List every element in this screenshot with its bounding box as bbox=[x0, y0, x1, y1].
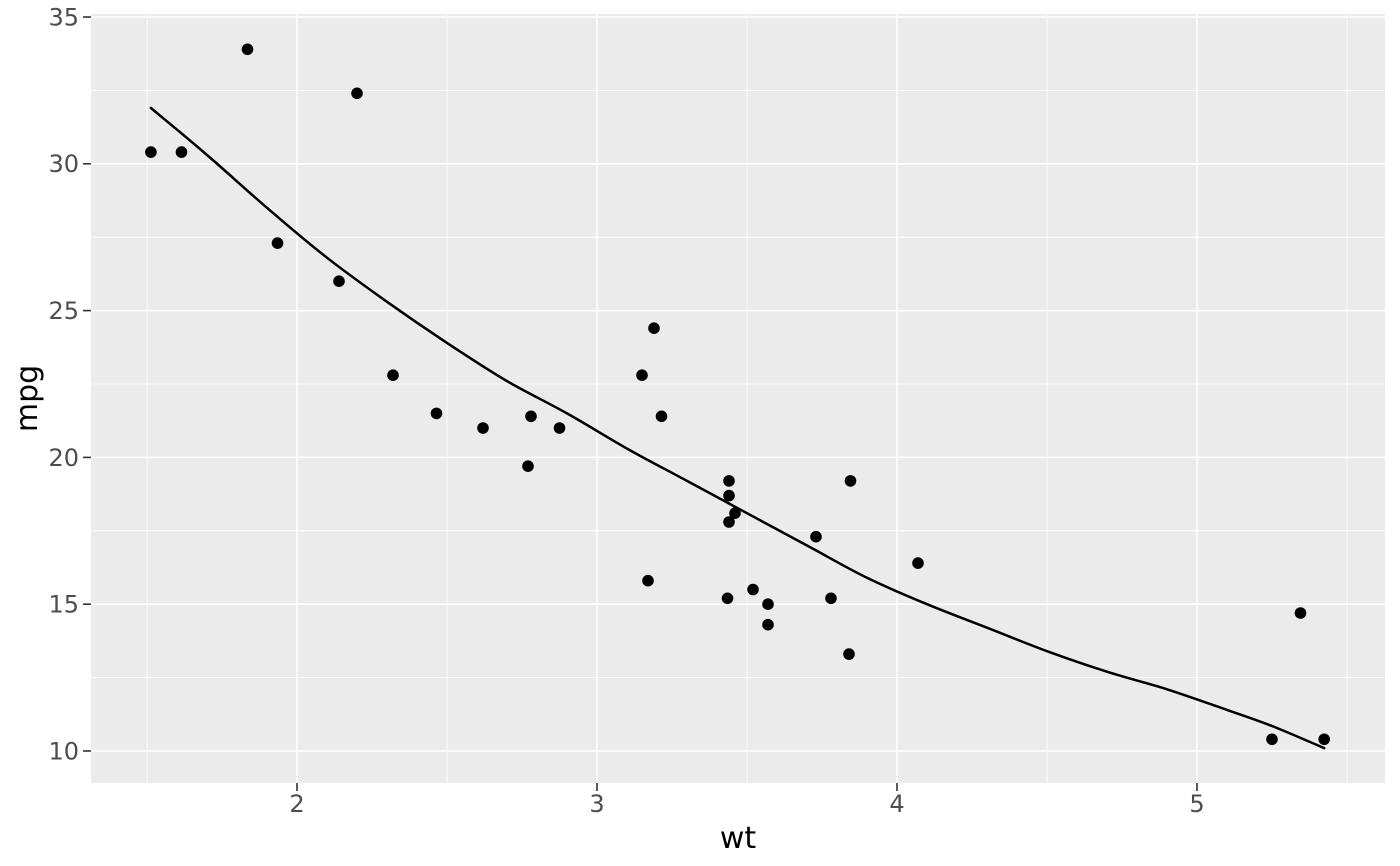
data-point bbox=[648, 322, 660, 335]
y-tick-label: 10 bbox=[48, 737, 79, 765]
data-point bbox=[843, 648, 855, 660]
axis-tick-marks bbox=[83, 16, 1198, 791]
axis-tick-labels: 2 3 4 5 10 15 20 25 30 35 bbox=[48, 3, 1204, 818]
x-axis-title: wt bbox=[720, 821, 757, 856]
y-tick-label: 15 bbox=[48, 591, 79, 619]
data-point bbox=[553, 422, 566, 434]
scatter-points bbox=[145, 43, 1330, 746]
x-tick-label: 4 bbox=[889, 790, 904, 818]
major-gridlines bbox=[91, 14, 1385, 783]
data-point bbox=[271, 237, 284, 249]
data-point bbox=[844, 475, 857, 487]
data-point bbox=[1266, 733, 1278, 746]
data-point bbox=[477, 422, 489, 434]
data-point bbox=[636, 369, 648, 382]
data-point bbox=[721, 592, 734, 605]
y-tick-label: 25 bbox=[48, 297, 79, 325]
data-point bbox=[642, 574, 654, 587]
panel-background bbox=[91, 14, 1385, 783]
data-point bbox=[762, 618, 774, 631]
data-point bbox=[723, 489, 735, 502]
y-tick-label: 30 bbox=[48, 150, 79, 178]
y-axis-title: mpg bbox=[10, 365, 45, 432]
data-point bbox=[655, 410, 668, 423]
data-point bbox=[522, 460, 534, 473]
data-point bbox=[351, 87, 363, 100]
data-point bbox=[825, 592, 837, 605]
plot-panel bbox=[91, 14, 1385, 783]
data-point bbox=[145, 146, 157, 158]
data-point bbox=[729, 507, 741, 519]
x-tick-label: 5 bbox=[1189, 790, 1204, 818]
minor-gridlines bbox=[91, 14, 1385, 783]
y-tick-label: 35 bbox=[48, 3, 79, 31]
data-point bbox=[387, 369, 399, 382]
data-point bbox=[1318, 733, 1330, 746]
x-tick-label: 2 bbox=[289, 790, 304, 818]
data-point bbox=[723, 516, 735, 528]
data-point bbox=[241, 43, 254, 56]
data-point bbox=[430, 407, 443, 420]
data-point bbox=[810, 530, 822, 543]
data-point bbox=[723, 475, 735, 487]
x-tick-label: 3 bbox=[589, 790, 604, 818]
y-tick-label: 20 bbox=[48, 444, 79, 472]
data-point bbox=[747, 583, 759, 596]
data-point bbox=[762, 598, 774, 610]
data-point bbox=[333, 275, 345, 288]
data-point bbox=[175, 146, 188, 158]
data-point bbox=[912, 557, 924, 569]
data-point bbox=[1294, 607, 1307, 619]
data-point bbox=[525, 410, 537, 423]
